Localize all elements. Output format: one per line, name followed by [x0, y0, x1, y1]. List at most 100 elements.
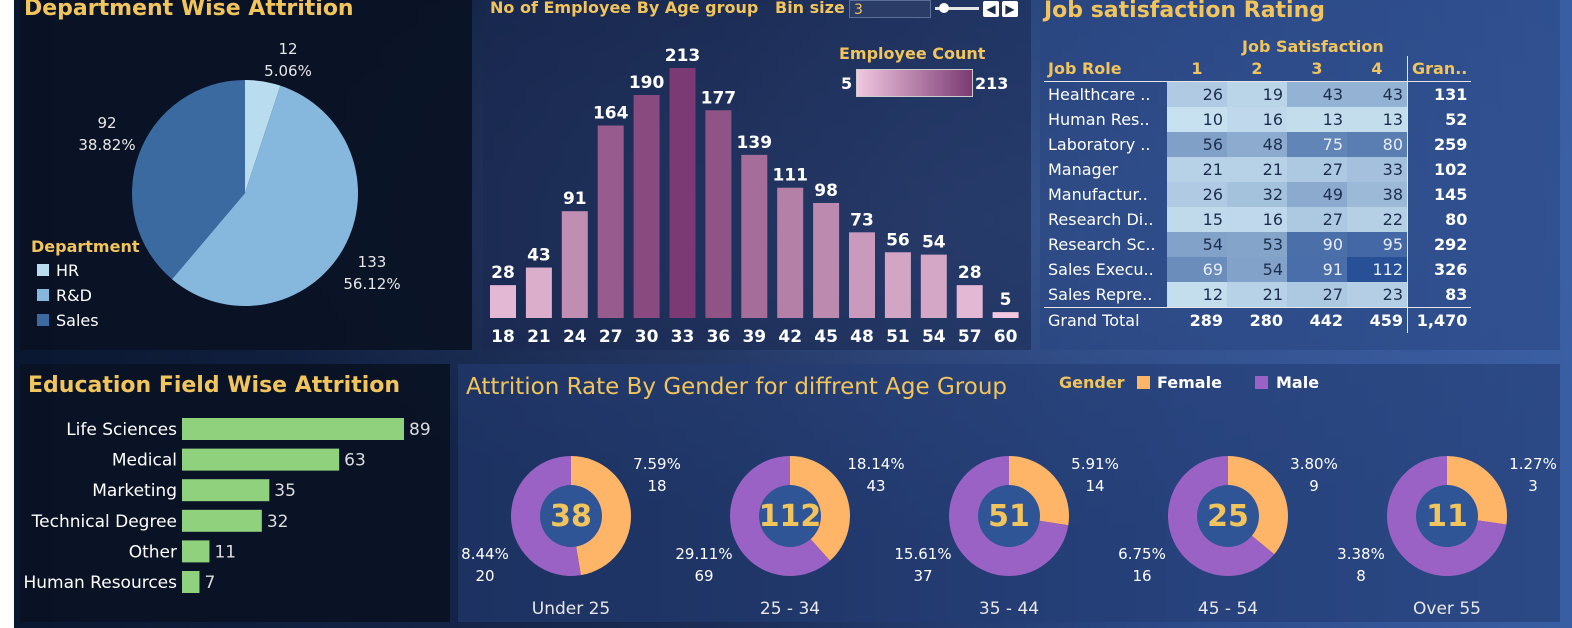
satisfaction-cell: 75	[1287, 132, 1347, 157]
table-row: Sales Execu.. 69 54 91 112 326	[1044, 257, 1472, 282]
grand-total-cell: 259	[1407, 132, 1472, 157]
age-group-panel: No of Employee By Age group Bin size 3 ◀…	[483, 0, 1031, 350]
bar-value-label: 190	[629, 73, 665, 93]
education-field-label: Technical Degree	[31, 512, 177, 532]
chevron-left-icon: ◀	[986, 2, 996, 16]
education-bar-chart: Life Sciences 89 Medical 63 Marketing 35 Techn…	[23, 418, 431, 593]
table-row: Laboratory .. 56 48 75 80 259	[1044, 132, 1472, 157]
grand-total-cell: 102	[1407, 157, 1472, 182]
female-percent-label: 5.91%	[1071, 455, 1119, 473]
slice-count-label: 92	[97, 114, 116, 132]
satisfaction-cell: 21	[1227, 157, 1287, 182]
satisfaction-cell: 48	[1227, 132, 1287, 157]
donut-total-label: 112	[759, 499, 822, 534]
education-field-label: Human Resources	[23, 573, 177, 593]
histogram-bar	[992, 312, 1019, 318]
satisfaction-cell: 27	[1287, 207, 1347, 232]
satisfaction-cell: 459	[1347, 307, 1408, 333]
education-bar	[182, 418, 404, 440]
satisfaction-cell: 112	[1347, 257, 1408, 282]
male-percent-label: 15.61%	[894, 545, 951, 563]
male-percent-label: 8.44%	[461, 545, 509, 563]
bin-size-slider[interactable]	[935, 7, 979, 10]
female-count-label: 9	[1309, 477, 1319, 495]
col-header-1: 1	[1167, 56, 1227, 82]
decrement-button[interactable]: ◀	[983, 1, 999, 17]
bar-value-label: 5	[1000, 290, 1012, 310]
donut-center	[1416, 485, 1478, 547]
satisfaction-cell: 32	[1227, 182, 1287, 207]
x-tick-label: 39	[742, 327, 766, 347]
male-count-label: 8	[1356, 567, 1366, 585]
department-legend-title: Department	[31, 237, 140, 256]
job-satisfaction-table: Job Role 1 2 3 4 Gran.. Healthcare .. 26 1…	[1044, 56, 1472, 333]
job-role-cell: Manufactur..	[1048, 185, 1148, 204]
donut-center	[759, 485, 821, 547]
color-legend-gradient	[856, 69, 973, 97]
color-legend-max: 213	[975, 74, 1009, 93]
age-group-label: 45 - 54	[1198, 599, 1258, 619]
x-tick-label: 30	[635, 327, 659, 347]
legend-swatch-rd	[37, 289, 49, 301]
male-count-label: 37	[913, 567, 932, 585]
satisfaction-cell: 49	[1287, 182, 1347, 207]
bin-size-input[interactable]: 3	[849, 0, 931, 18]
histogram-bar	[525, 267, 552, 318]
job-role-cell: Healthcare ..	[1048, 85, 1151, 104]
pie-slice-hr	[245, 80, 281, 193]
education-bar	[182, 448, 340, 471]
job-role-cell: Grand Total	[1044, 307, 1167, 333]
satisfaction-cell: 90	[1287, 232, 1347, 257]
department-attrition-panel: Department Wise Attrition 12 5.06% 133 56.1…	[20, 0, 472, 350]
table-row: Manager 21 21 27 33 102	[1044, 157, 1472, 182]
table-row: Healthcare .. 26 19 43 43 131	[1044, 81, 1472, 107]
x-tick-label: 45	[814, 327, 838, 347]
x-tick-label: 51	[886, 327, 910, 347]
histogram-bar	[633, 94, 660, 319]
male-count-label: 69	[694, 567, 713, 585]
legend-label-rd: R&D	[56, 286, 92, 305]
grand-total-cell: 1,470	[1407, 307, 1472, 333]
increment-button[interactable]: ▶	[1002, 1, 1018, 17]
education-field-label: Other	[129, 542, 177, 562]
donut-center	[540, 485, 602, 547]
age-group-label: 25 - 34	[760, 599, 820, 619]
male-count-label: 16	[1132, 567, 1151, 585]
satisfaction-cell: 442	[1287, 307, 1347, 333]
satisfaction-cell: 26	[1167, 182, 1227, 207]
slice-percent-label: 5.06%	[264, 62, 312, 80]
bin-size-label: Bin size	[775, 0, 845, 17]
satisfaction-cell: 289	[1167, 307, 1227, 333]
slider-handle[interactable]	[939, 3, 949, 13]
histogram-bar	[669, 68, 696, 318]
satisfaction-cell: 26	[1167, 81, 1227, 107]
education-value-label: 11	[214, 542, 236, 562]
satisfaction-cell: 43	[1287, 81, 1347, 107]
x-tick-label: 60	[994, 327, 1018, 347]
donut-center	[978, 485, 1040, 547]
bar-value-label: 28	[958, 263, 982, 283]
female-count-label: 18	[647, 477, 666, 495]
female-count-label: 43	[866, 477, 885, 495]
grand-total-cell: 52	[1407, 107, 1472, 132]
histogram-bar	[777, 187, 804, 318]
age-histogram: 28 18 43 21 91 24 164 27 190 30 213 33 177 36 139 39 111…	[490, 46, 1019, 347]
legend-swatch-male	[1255, 376, 1268, 389]
education-field-label: Marketing	[92, 481, 177, 501]
bar-value-label: 164	[593, 104, 629, 124]
satisfaction-cell: 27	[1287, 157, 1347, 182]
satisfaction-cell: 23	[1347, 282, 1408, 308]
satisfaction-cell: 95	[1347, 232, 1408, 257]
job-role-cell: Sales Repre..	[1048, 285, 1153, 304]
education-value-label: 32	[267, 512, 289, 532]
satisfaction-cell: 13	[1287, 107, 1347, 132]
satisfaction-cell: 54	[1167, 232, 1227, 257]
education-value-label: 89	[409, 420, 431, 440]
histogram-bar	[884, 252, 911, 318]
job-column-group-label: Job Satisfaction	[1242, 37, 1384, 56]
gender-chart-title: Attrition Rate By Gender for diffrent Ag…	[466, 374, 1007, 400]
bar-value-label: 139	[737, 133, 773, 153]
job-role-cell: Sales Execu..	[1048, 260, 1154, 279]
color-legend-title: Employee Count	[839, 44, 986, 63]
